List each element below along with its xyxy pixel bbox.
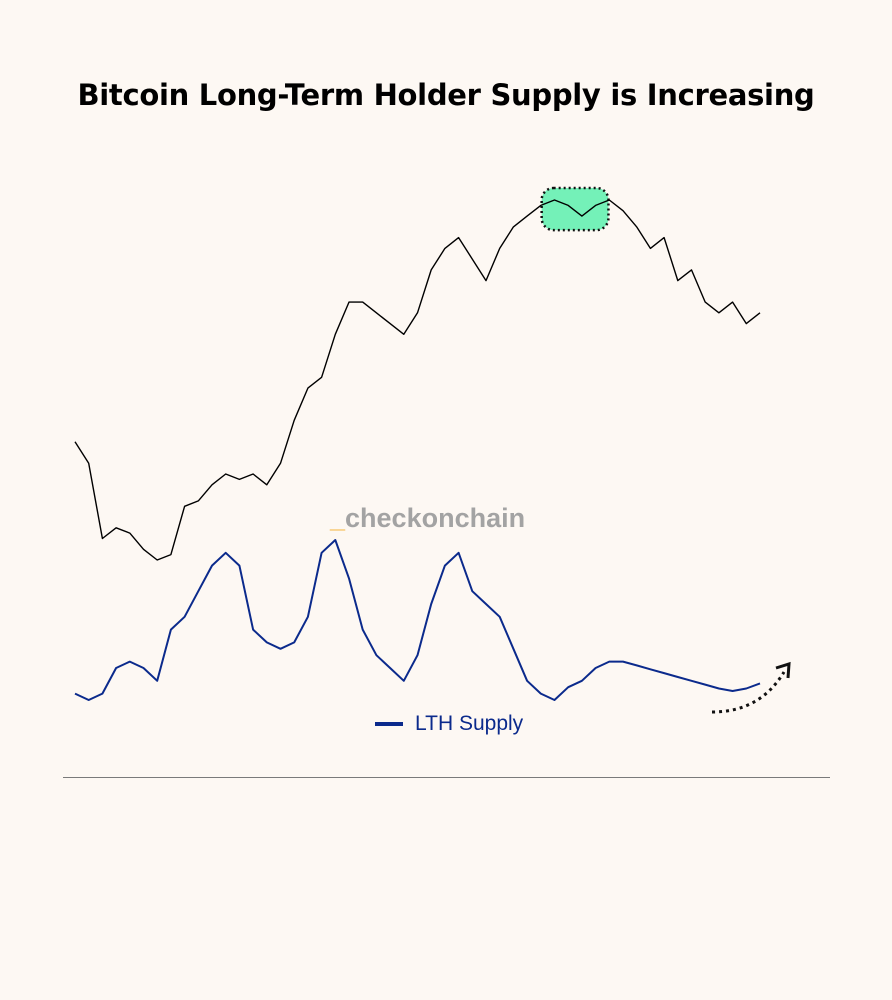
watermark: _checkonchain — [330, 503, 525, 534]
lth-supply-line — [74, 539, 761, 701]
legend: LTH Supply — [375, 712, 523, 736]
trend-arrowhead-icon — [775, 661, 791, 679]
trend-arrow-icon — [711, 671, 786, 714]
legend-label-lth: LTH Supply — [415, 712, 524, 735]
watermark-text: checkonchain — [345, 503, 526, 533]
btc-price-line — [74, 199, 761, 561]
watermark-prefix: _ — [330, 503, 346, 533]
bottom-divider — [63, 777, 830, 778]
legend-swatch-lth — [375, 722, 403, 726]
chart-title: Bitcoin Long-Term Holder Supply is Incre… — [77, 78, 815, 112]
peak-highlight-box — [540, 186, 610, 232]
